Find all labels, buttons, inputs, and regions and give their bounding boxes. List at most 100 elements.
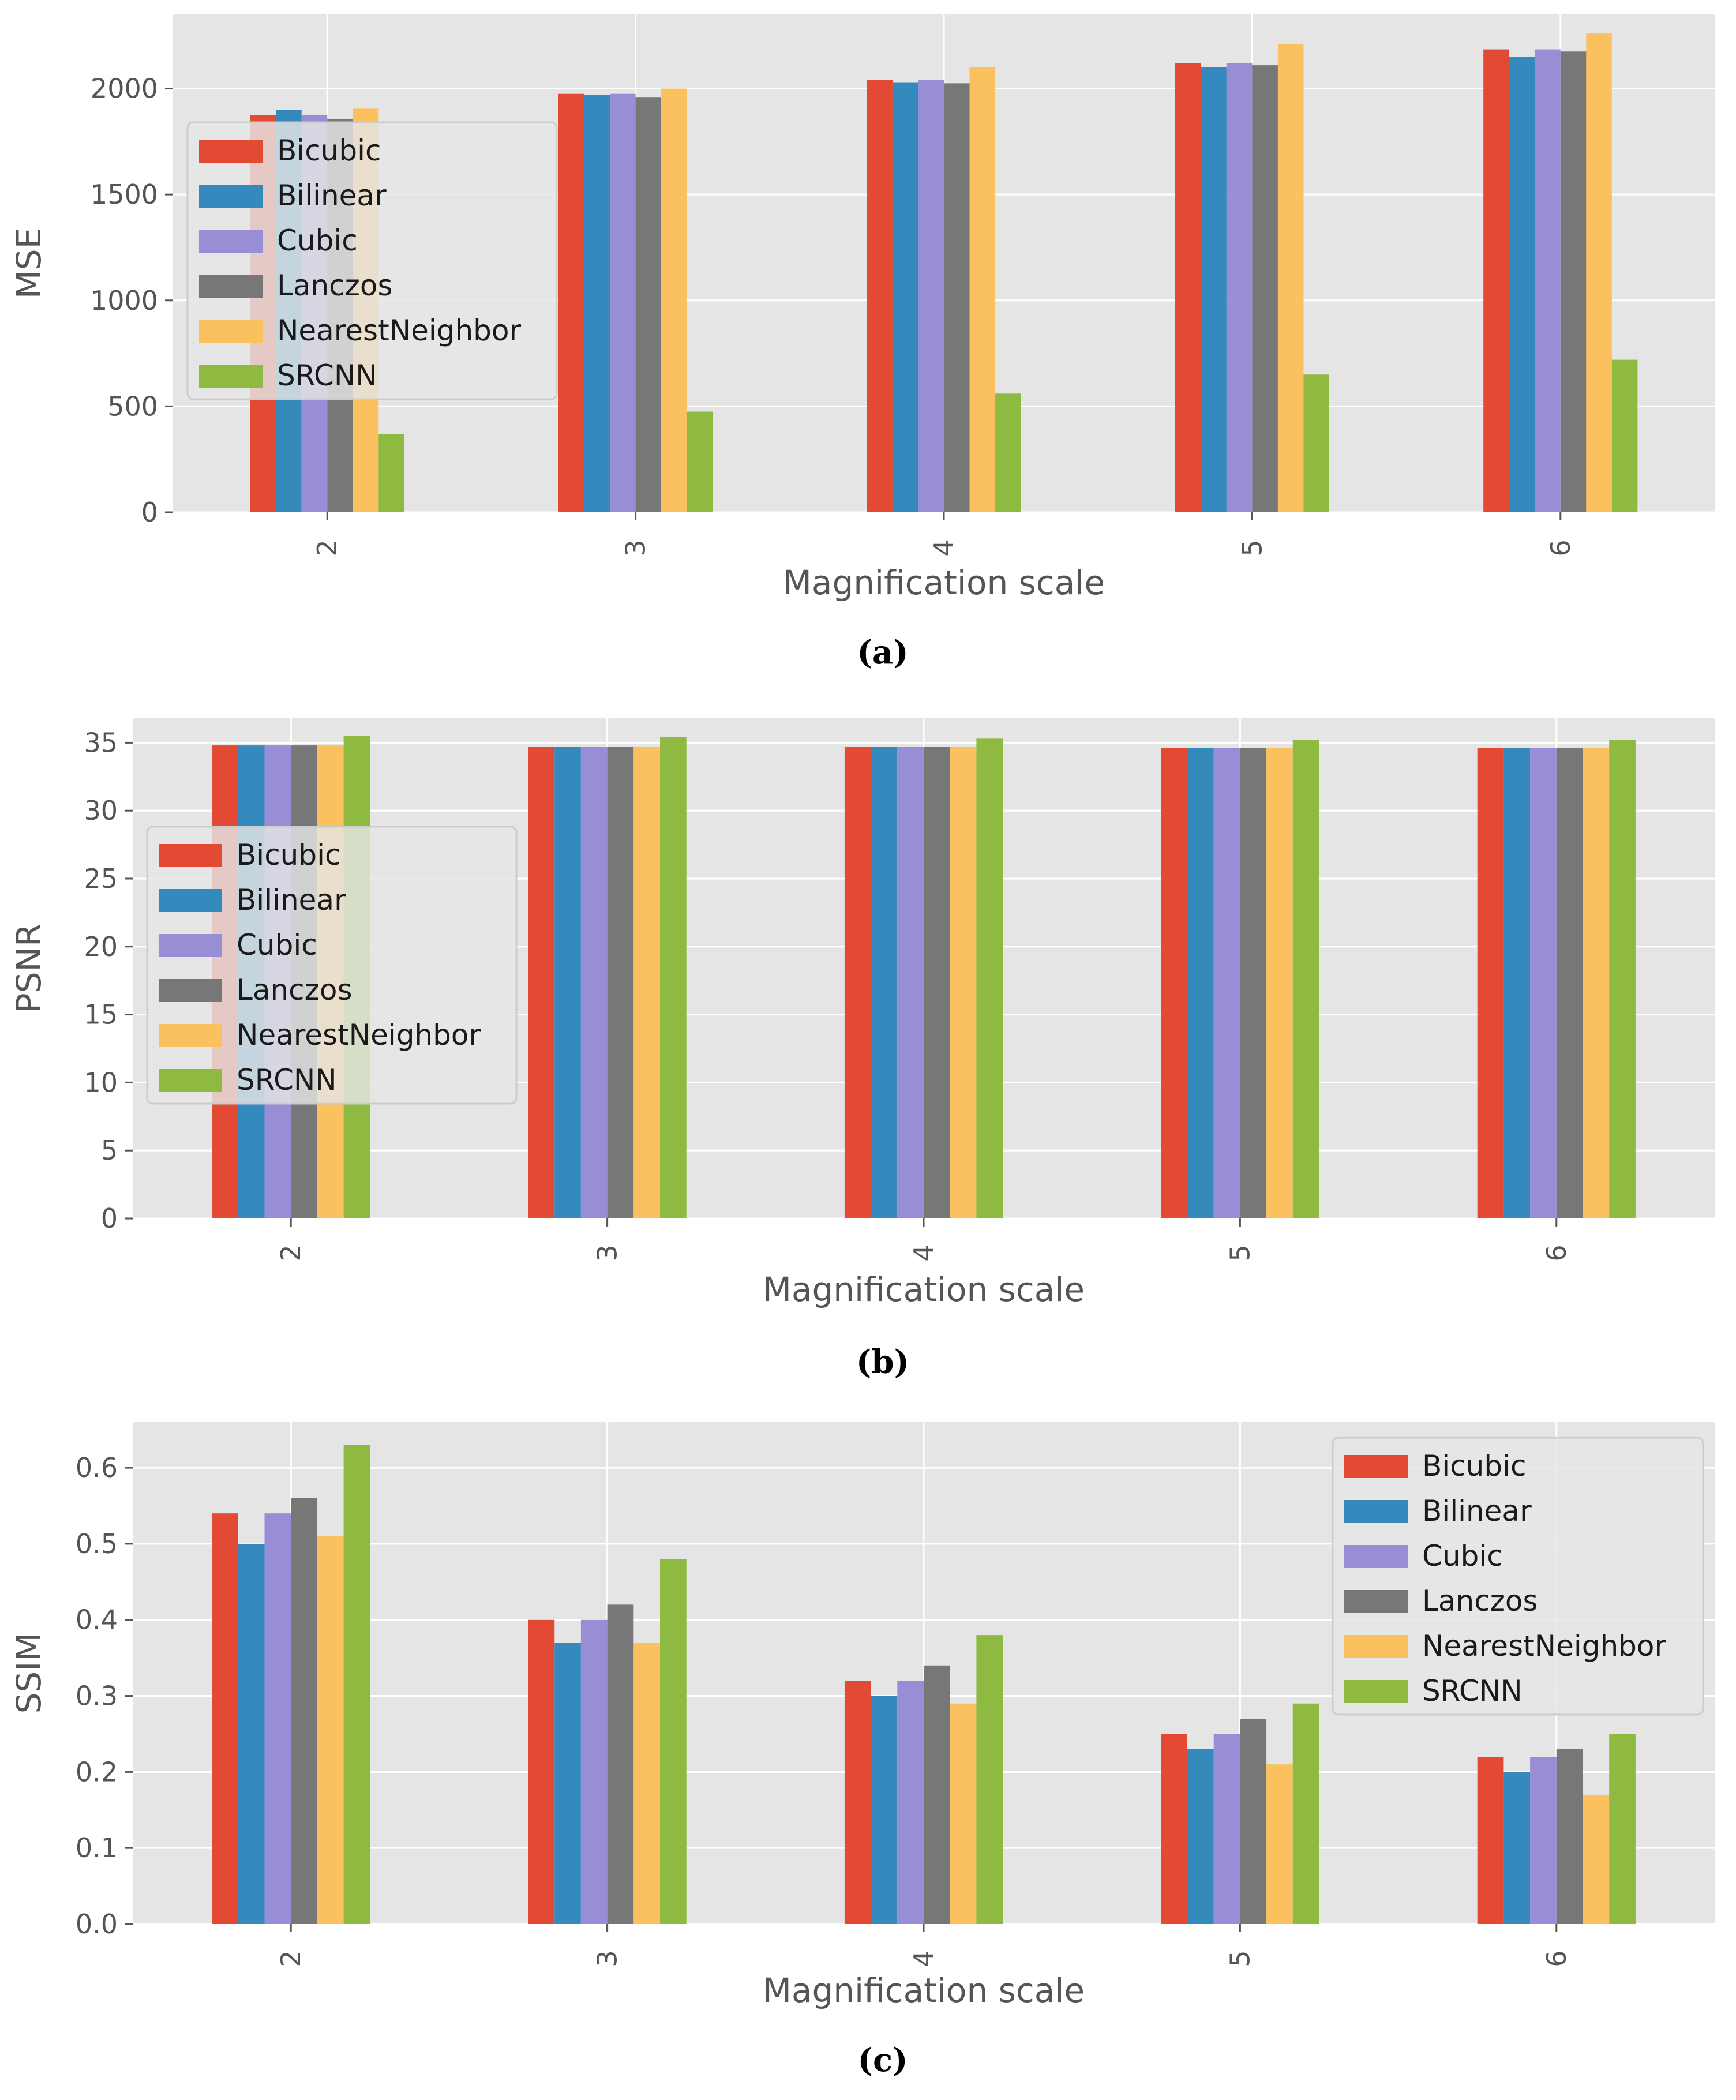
legend-label-srcnn: SRCNN bbox=[237, 1063, 337, 1097]
bar-srcnn-6 bbox=[1609, 1734, 1636, 1924]
bar-nearestneighbor-4 bbox=[950, 1703, 977, 1924]
y-axis-label: MSE bbox=[9, 228, 48, 299]
bar-cubic-2 bbox=[264, 1513, 291, 1924]
bar-cubic-5 bbox=[1213, 1734, 1240, 1924]
bar-cubic-6 bbox=[1530, 748, 1557, 1218]
y-tick-label: 10 bbox=[84, 1067, 118, 1098]
x-tick-label: 5 bbox=[1224, 1950, 1255, 1967]
legend-label-lanczos: Lanczos bbox=[277, 269, 393, 302]
bar-bilinear-5 bbox=[1201, 67, 1227, 512]
x-tick-label: 3 bbox=[592, 1244, 623, 1261]
bar-bilinear-5 bbox=[1187, 748, 1214, 1218]
chart-panel-mse: 0 500 1000 1500 2000 2 3 4 5 6 Magnification scale… bbox=[9, 14, 1715, 672]
bar-nearestneighbor-3 bbox=[661, 88, 687, 512]
legend-swatch-srcnn bbox=[199, 365, 263, 388]
x-tick-label: 2 bbox=[275, 1950, 306, 1967]
x-tick-label: 5 bbox=[1236, 539, 1268, 556]
legend-swatch-cubic bbox=[199, 230, 263, 253]
bar-lanczos-3 bbox=[635, 97, 662, 512]
bar-bicubic-6 bbox=[1483, 49, 1509, 512]
bar-srcnn-2 bbox=[343, 1445, 370, 1924]
x-axis-label: Magnification scale bbox=[763, 1971, 1085, 2010]
bar-nearestneighbor-5 bbox=[1266, 1764, 1293, 1924]
bar-srcnn-4 bbox=[976, 738, 1003, 1218]
legend-swatch-lanczos bbox=[199, 275, 263, 298]
legend-box bbox=[1332, 1437, 1704, 1716]
y-tick-label: 0.3 bbox=[76, 1681, 118, 1712]
bar-srcnn-6 bbox=[1609, 740, 1636, 1218]
bar-bicubic-4 bbox=[844, 1681, 871, 1924]
bar-srcnn-6 bbox=[1611, 359, 1638, 512]
legend-swatch-bicubic bbox=[1344, 1455, 1408, 1478]
y-axis-label: SSIM bbox=[9, 1633, 48, 1714]
legend-label-bilinear: Bilinear bbox=[237, 883, 346, 917]
bar-cubic-3 bbox=[610, 93, 636, 512]
y-tick-label: 0.4 bbox=[76, 1604, 118, 1636]
y-tick-label: 15 bbox=[84, 999, 118, 1030]
bar-bicubic-4 bbox=[867, 80, 893, 513]
bar-cubic-3 bbox=[580, 1619, 608, 1924]
y-tick-label: 1500 bbox=[91, 179, 158, 210]
bar-lanczos-5 bbox=[1240, 748, 1267, 1218]
bar-cubic-4 bbox=[897, 747, 924, 1218]
x-tick-label: 6 bbox=[1541, 1950, 1572, 1967]
x-tick-label: 4 bbox=[908, 1950, 939, 1967]
legend-label-bicubic: Bicubic bbox=[1422, 1449, 1527, 1483]
y-tick-label: 0.2 bbox=[76, 1756, 118, 1787]
bar-lanczos-3 bbox=[607, 1604, 634, 1924]
bar-nearestneighbor-5 bbox=[1266, 748, 1293, 1218]
legend-swatch-nearestneighbor bbox=[199, 320, 263, 343]
bar-bilinear-4 bbox=[892, 82, 918, 512]
bar-nearestneighbor-3 bbox=[633, 1642, 660, 1924]
bar-srcnn-2 bbox=[378, 434, 404, 512]
y-tick-label: 0 bbox=[141, 497, 158, 528]
bar-bilinear-4 bbox=[871, 747, 898, 1218]
legend-swatch-nearestneighbor bbox=[159, 1024, 222, 1047]
bar-lanczos-4 bbox=[924, 1665, 950, 1924]
y-tick-label: 2000 bbox=[91, 73, 158, 104]
bar-bicubic-6 bbox=[1477, 1757, 1504, 1924]
y-tick-label: 1000 bbox=[91, 285, 158, 316]
legend-label-nearestneighbor: NearestNeighbor bbox=[1422, 1629, 1666, 1663]
legend-label-lanczos: Lanczos bbox=[1422, 1584, 1538, 1618]
bar-srcnn-3 bbox=[660, 1559, 687, 1924]
bar-bilinear-5 bbox=[1187, 1749, 1214, 1924]
y-tick-label: 0.1 bbox=[76, 1832, 118, 1863]
legend-label-bilinear: Bilinear bbox=[277, 179, 387, 212]
y-tick-label: 5 bbox=[101, 1135, 118, 1166]
legend-swatch-srcnn bbox=[1344, 1680, 1408, 1703]
legend: Bicubic Bilinear Cubic Lanczos NearestNeighb… bbox=[186, 121, 558, 400]
legend-label-srcnn: SRCNN bbox=[1422, 1674, 1523, 1708]
legend-label-lanczos: Lanczos bbox=[237, 973, 353, 1007]
chart-panel-psnr: 0 5 10 15 20 25 30 35 2 3 4 5 6 Magnification scale PS… bbox=[9, 718, 1715, 1381]
y-axis-label: PSNR bbox=[9, 924, 48, 1013]
legend-label-bicubic: Bicubic bbox=[237, 838, 341, 872]
bar-cubic-5 bbox=[1226, 63, 1253, 513]
legend-swatch-nearestneighbor bbox=[1344, 1635, 1408, 1658]
legend-label-srcnn: SRCNN bbox=[277, 359, 377, 392]
panel-caption: (a) bbox=[857, 633, 908, 672]
bar-nearestneighbor-4 bbox=[950, 747, 977, 1218]
y-tick-label: 0.0 bbox=[76, 1908, 118, 1940]
bar-bilinear-6 bbox=[1509, 57, 1535, 513]
bar-bicubic-4 bbox=[844, 747, 871, 1218]
bar-bilinear-4 bbox=[871, 1696, 898, 1924]
bar-lanczos-6 bbox=[1556, 748, 1583, 1218]
bar-bicubic-3 bbox=[528, 1619, 555, 1924]
bar-lanczos-5 bbox=[1252, 65, 1278, 512]
x-tick-label: 4 bbox=[928, 539, 959, 556]
legend-swatch-srcnn bbox=[159, 1069, 222, 1092]
bar-bilinear-6 bbox=[1503, 748, 1531, 1218]
x-tick-label: 6 bbox=[1541, 1244, 1572, 1261]
bar-nearestneighbor-2 bbox=[317, 1536, 344, 1924]
y-tick-label: 0.6 bbox=[76, 1452, 118, 1483]
legend-swatch-lanczos bbox=[1344, 1590, 1408, 1613]
legend-swatch-bilinear bbox=[1344, 1500, 1408, 1523]
legend-swatch-bicubic bbox=[159, 844, 222, 867]
x-tick-label: 4 bbox=[908, 1244, 939, 1261]
x-tick-label: 2 bbox=[312, 539, 343, 556]
bar-lanczos-4 bbox=[924, 747, 950, 1218]
legend-swatch-cubic bbox=[1344, 1545, 1408, 1568]
bar-srcnn-3 bbox=[660, 737, 687, 1218]
panel-caption: (c) bbox=[857, 2041, 908, 2079]
